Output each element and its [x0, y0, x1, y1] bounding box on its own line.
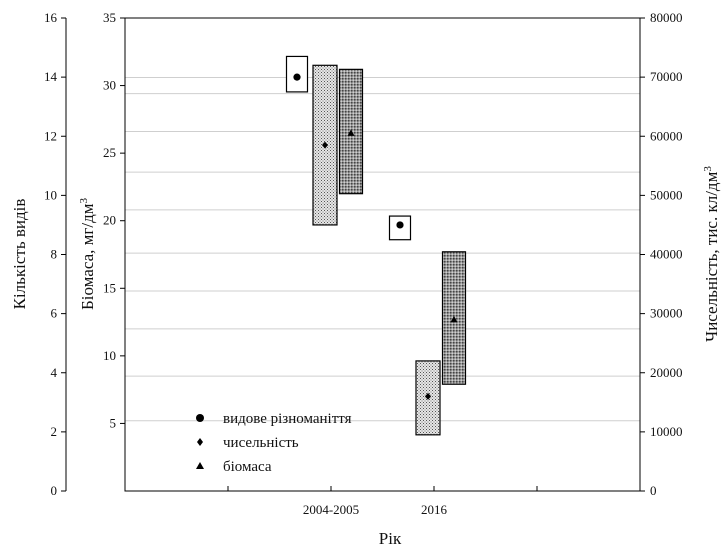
mean-markers — [293, 73, 458, 400]
species-axis: 0 2 4 6 8 10 12 14 16 — [44, 10, 67, 498]
species-axis-title: Кількість видів — [10, 199, 29, 310]
abundance-tick-label: 30000 — [650, 306, 683, 321]
species-tick-label: 0 — [51, 483, 58, 498]
biomass-tick-label: 35 — [103, 10, 116, 25]
x-axis-title: Рік — [379, 529, 402, 548]
legend-triangle-marker — [196, 462, 204, 469]
species-tick-label: 10 — [44, 187, 57, 202]
mean-marker-circle — [293, 73, 301, 81]
abundance-tick-label: 10000 — [650, 424, 683, 439]
abundance-axis-title: Чисельність, тис. кл/дм3 — [702, 166, 721, 342]
abundance-tick-label: 70000 — [650, 69, 683, 84]
mean-marker-circle — [396, 221, 404, 229]
biomass-tick-label: 20 — [103, 213, 116, 228]
legend-label-species: видове різноманіття — [223, 411, 352, 427]
x-axis: 2004-2005 2016 — [227, 486, 538, 517]
species-tick-label: 14 — [44, 69, 58, 84]
mean-marker-diamond — [322, 141, 328, 149]
species-tick-label: 6 — [51, 306, 58, 321]
abundance-axis: 0 10000 20000 30000 40000 50000 60000 70000 8000… — [640, 10, 683, 498]
abundance-tick-label: 40000 — [650, 247, 683, 262]
abundance-tick-label: 0 — [650, 483, 657, 498]
biomass-tick-label: 25 — [103, 145, 116, 160]
biomass-axis-title: Біомаса, мг/дм3 — [78, 197, 97, 310]
abundance-tick-label: 80000 — [650, 10, 683, 25]
abundance-tick-label: 20000 — [650, 365, 683, 380]
species-tick-label: 4 — [51, 365, 58, 380]
abundance-axis-title-sup: 3 — [702, 166, 714, 172]
legend-circle-marker — [196, 414, 204, 422]
biomass-axis-title-text: Біомаса, мг/дм — [78, 203, 97, 310]
mean-marker-triangle — [347, 129, 355, 136]
legend: видове різноманіття чисельність біомаса — [196, 411, 352, 475]
gridlines — [125, 76, 640, 422]
legend-diamond-marker — [197, 438, 203, 446]
mean-marker-triangle — [450, 315, 458, 323]
biomass-tick-label: 10 — [103, 348, 116, 363]
biomass-tick-label: 15 — [103, 280, 116, 295]
range-boxes — [285, 55, 467, 436]
abundance-tick-label: 50000 — [650, 187, 683, 202]
x-tick-label: 2016 — [421, 502, 448, 517]
species-tick-label: 16 — [44, 10, 58, 25]
abundance-axis-title-text: Чисельність, тис. кл/дм — [702, 171, 721, 341]
species-tick-label: 12 — [44, 128, 57, 143]
legend-label-abundance: чисельність — [223, 435, 299, 451]
legend-label-biomass: біомаса — [223, 459, 272, 475]
biomass-tick-label: 30 — [103, 78, 116, 93]
species-tick-label: 8 — [51, 247, 58, 262]
biomass-axis-title-sup: 3 — [78, 197, 90, 203]
species-tick-label: 2 — [51, 424, 58, 439]
biomass-tick-label: 5 — [110, 415, 117, 430]
biomass-axis: 5 10 15 20 25 30 35 — [103, 10, 125, 430]
mean-marker-diamond — [425, 392, 431, 400]
x-tick-label: 2004-2005 — [303, 502, 359, 517]
abundance-tick-label: 60000 — [650, 128, 683, 143]
